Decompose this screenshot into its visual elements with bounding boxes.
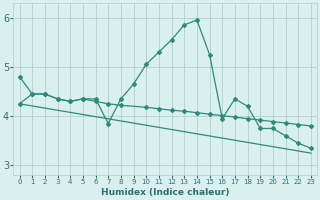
X-axis label: Humidex (Indice chaleur): Humidex (Indice chaleur) (101, 188, 229, 197)
